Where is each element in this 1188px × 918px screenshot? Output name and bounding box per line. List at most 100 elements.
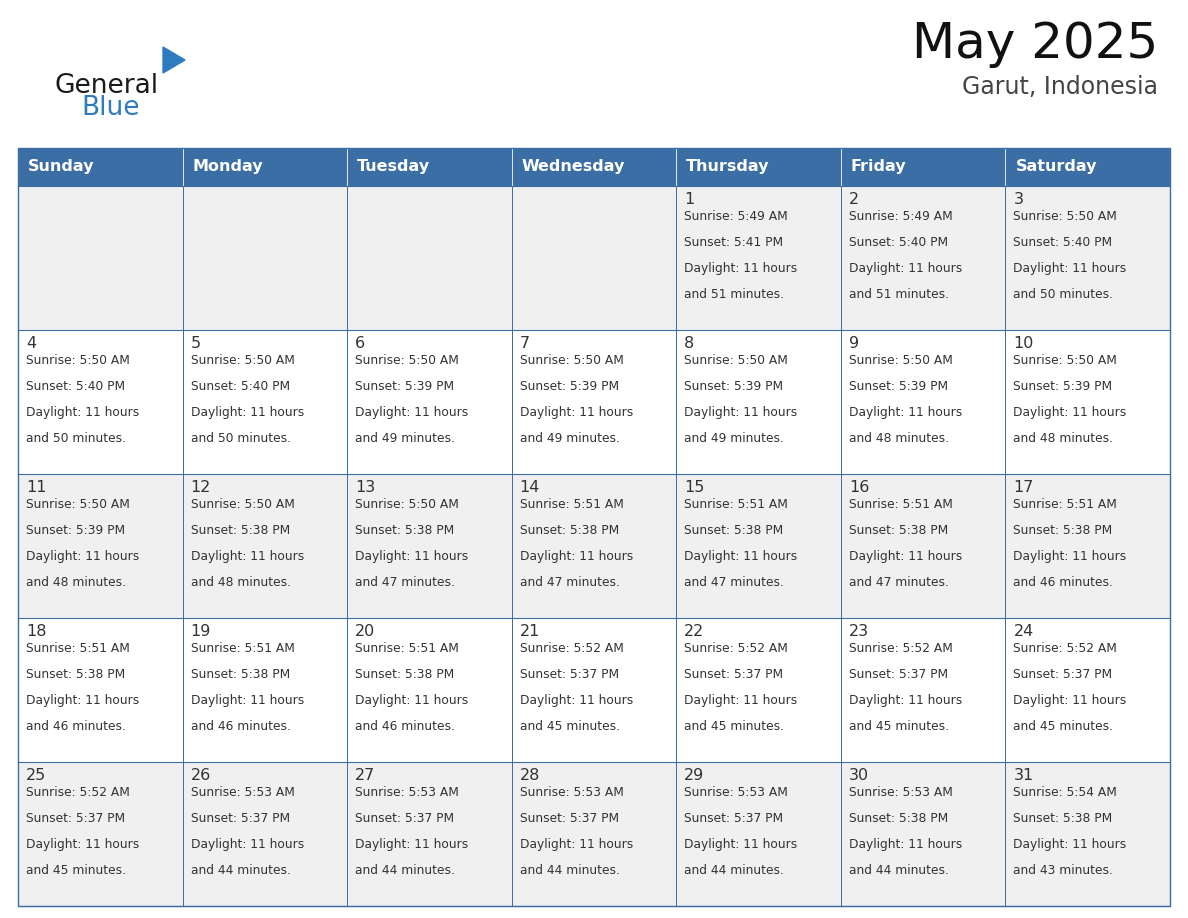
Text: Sunset: 5:41 PM: Sunset: 5:41 PM [684,236,783,249]
Text: Sunset: 5:37 PM: Sunset: 5:37 PM [519,812,619,825]
Text: 25: 25 [26,768,46,783]
Text: Blue: Blue [81,95,139,121]
Text: 3: 3 [1013,192,1023,207]
Text: Sunset: 5:37 PM: Sunset: 5:37 PM [1013,668,1112,681]
Text: 30: 30 [849,768,868,783]
Bar [1005,474,1170,618]
Text: Sunrise: 5:50 AM: Sunrise: 5:50 AM [355,354,459,367]
Bar [512,474,676,618]
Text: and 49 minutes.: and 49 minutes. [519,432,620,445]
Text: Sunrise: 5:52 AM: Sunrise: 5:52 AM [1013,642,1117,655]
Bar [18,762,183,906]
Bar [676,618,841,762]
Text: 24: 24 [1013,624,1034,639]
Text: Daylight: 11 hours: Daylight: 11 hours [849,550,962,563]
Text: 12: 12 [190,480,211,495]
Text: Sunrise: 5:51 AM: Sunrise: 5:51 AM [355,642,459,655]
Bar [183,618,347,762]
Text: Sunrise: 5:50 AM: Sunrise: 5:50 AM [355,498,459,511]
Text: Daylight: 11 hours: Daylight: 11 hours [1013,550,1126,563]
Text: Daylight: 11 hours: Daylight: 11 hours [684,694,797,707]
Text: Sunset: 5:37 PM: Sunset: 5:37 PM [519,668,619,681]
Text: Tuesday: Tuesday [358,160,430,174]
Text: Sunset: 5:38 PM: Sunset: 5:38 PM [355,668,454,681]
Text: 28: 28 [519,768,541,783]
Text: Sunrise: 5:52 AM: Sunrise: 5:52 AM [519,642,624,655]
Text: Monday: Monday [192,160,264,174]
Text: Sunset: 5:38 PM: Sunset: 5:38 PM [684,524,784,537]
Text: Daylight: 11 hours: Daylight: 11 hours [684,406,797,419]
Text: Sunrise: 5:51 AM: Sunrise: 5:51 AM [190,642,295,655]
Bar [841,474,1005,618]
Text: 11: 11 [26,480,46,495]
Text: 2: 2 [849,192,859,207]
Text: and 44 minutes.: and 44 minutes. [355,864,455,877]
Text: 14: 14 [519,480,541,495]
Bar [676,474,841,618]
Text: Daylight: 11 hours: Daylight: 11 hours [849,406,962,419]
Bar [676,186,841,330]
Text: General: General [55,73,159,99]
Text: Sunset: 5:38 PM: Sunset: 5:38 PM [355,524,454,537]
Text: Daylight: 11 hours: Daylight: 11 hours [355,838,468,851]
Text: and 46 minutes.: and 46 minutes. [355,720,455,733]
Bar [18,148,183,186]
Text: 19: 19 [190,624,211,639]
Text: and 49 minutes.: and 49 minutes. [355,432,455,445]
Text: Sunset: 5:40 PM: Sunset: 5:40 PM [26,380,125,393]
Text: and 47 minutes.: and 47 minutes. [684,576,784,589]
Text: and 47 minutes.: and 47 minutes. [849,576,949,589]
Text: Sunset: 5:38 PM: Sunset: 5:38 PM [1013,812,1113,825]
Text: Daylight: 11 hours: Daylight: 11 hours [519,550,633,563]
Text: Sunset: 5:38 PM: Sunset: 5:38 PM [190,668,290,681]
Text: Sunrise: 5:53 AM: Sunrise: 5:53 AM [519,786,624,799]
Text: 22: 22 [684,624,704,639]
Bar [183,474,347,618]
Text: Daylight: 11 hours: Daylight: 11 hours [26,550,139,563]
Text: Sunrise: 5:50 AM: Sunrise: 5:50 AM [1013,210,1117,223]
Text: Daylight: 11 hours: Daylight: 11 hours [1013,838,1126,851]
Text: May 2025: May 2025 [911,20,1158,68]
Bar [512,186,676,330]
Text: Sunrise: 5:50 AM: Sunrise: 5:50 AM [26,498,129,511]
Bar [183,330,347,474]
Text: Sunrise: 5:51 AM: Sunrise: 5:51 AM [849,498,953,511]
Bar [18,330,183,474]
Text: Sunrise: 5:50 AM: Sunrise: 5:50 AM [190,354,295,367]
Text: Daylight: 11 hours: Daylight: 11 hours [26,406,139,419]
Polygon shape [163,47,185,73]
Bar [841,762,1005,906]
Text: 29: 29 [684,768,704,783]
Text: Sunrise: 5:52 AM: Sunrise: 5:52 AM [26,786,129,799]
Text: Daylight: 11 hours: Daylight: 11 hours [519,406,633,419]
Bar [183,762,347,906]
Text: Sunset: 5:37 PM: Sunset: 5:37 PM [190,812,290,825]
Text: 23: 23 [849,624,868,639]
Text: 6: 6 [355,336,365,351]
Text: and 47 minutes.: and 47 minutes. [519,576,620,589]
Text: and 44 minutes.: and 44 minutes. [190,864,290,877]
Text: 21: 21 [519,624,541,639]
Text: 31: 31 [1013,768,1034,783]
Text: Sunrise: 5:51 AM: Sunrise: 5:51 AM [26,642,129,655]
Bar [347,474,512,618]
Text: Sunset: 5:37 PM: Sunset: 5:37 PM [355,812,454,825]
Text: Daylight: 11 hours: Daylight: 11 hours [26,838,139,851]
Text: Daylight: 11 hours: Daylight: 11 hours [190,406,304,419]
Text: Garut, Indonesia: Garut, Indonesia [962,75,1158,99]
Text: Sunset: 5:37 PM: Sunset: 5:37 PM [684,812,783,825]
Text: Sunset: 5:40 PM: Sunset: 5:40 PM [190,380,290,393]
Text: and 49 minutes.: and 49 minutes. [684,432,784,445]
Text: 4: 4 [26,336,36,351]
Text: Daylight: 11 hours: Daylight: 11 hours [190,694,304,707]
Bar [1005,330,1170,474]
Text: 9: 9 [849,336,859,351]
Bar [841,618,1005,762]
Text: 26: 26 [190,768,210,783]
Text: and 44 minutes.: and 44 minutes. [849,864,949,877]
Text: Daylight: 11 hours: Daylight: 11 hours [26,694,139,707]
Text: Sunrise: 5:50 AM: Sunrise: 5:50 AM [519,354,624,367]
Text: and 48 minutes.: and 48 minutes. [1013,432,1113,445]
Text: 27: 27 [355,768,375,783]
Text: Sunset: 5:38 PM: Sunset: 5:38 PM [1013,524,1113,537]
